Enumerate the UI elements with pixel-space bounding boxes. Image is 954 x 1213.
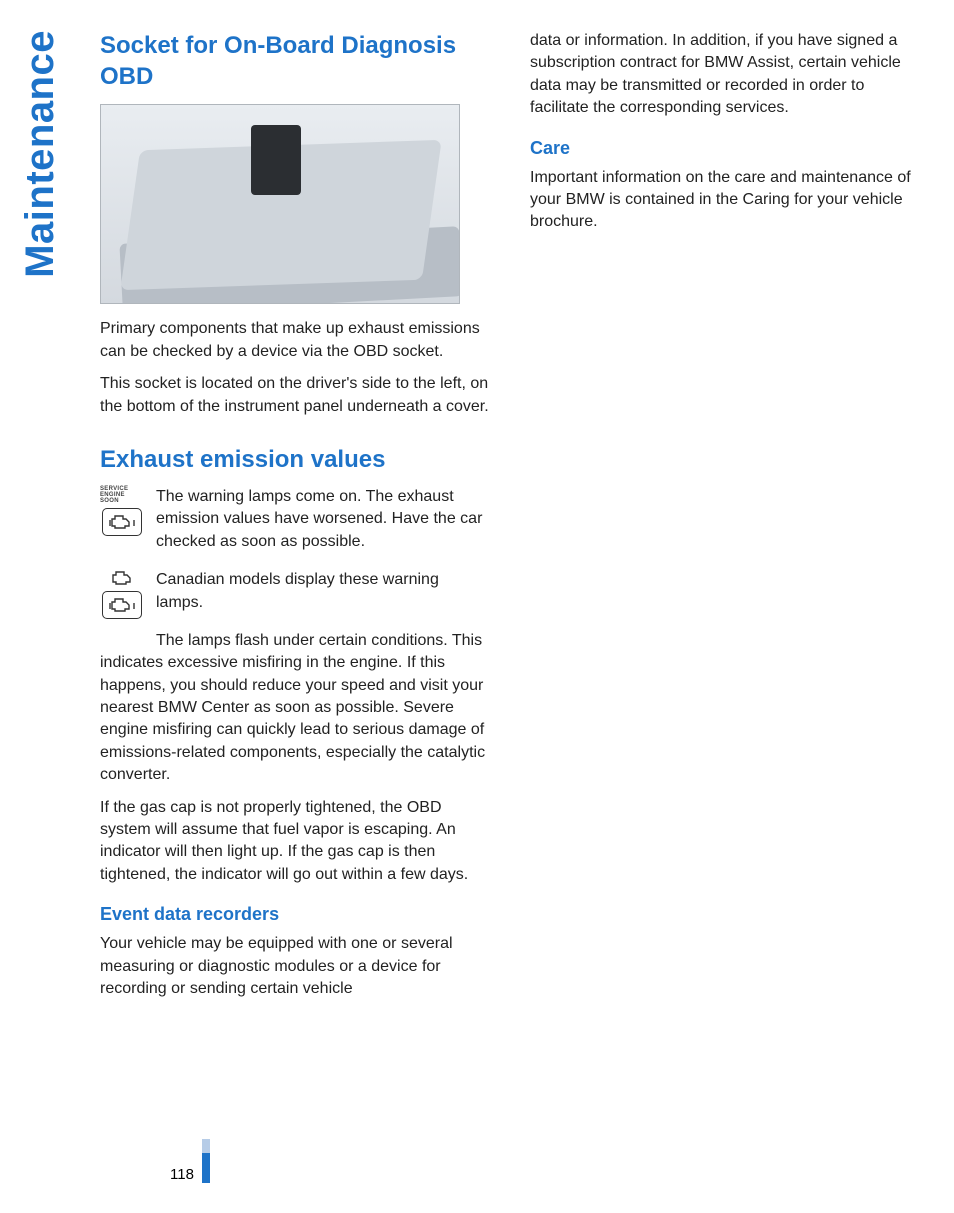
exhaust-paragraph-3: The lamps flash under certain condi­tion… <box>100 630 490 787</box>
warning-icons-canada <box>100 569 144 619</box>
obd-paragraph-1: Primary components that make up exhaust … <box>100 318 490 363</box>
service-engine-soon-label: SERVICE ENGINE SOON <box>100 486 144 504</box>
engine-icon-boxed-2 <box>102 591 142 619</box>
heading-exhaust: Exhaust emission values <box>100 446 490 474</box>
right-paragraph-1: data or information. In addition, if you… <box>530 30 920 120</box>
page-number: 118 <box>170 1166 194 1183</box>
exhaust-paragraph-4: If the gas cap is not properly tightened… <box>100 797 490 887</box>
heading-obd: Socket for On-Board Diagnosis OBD <box>100 30 490 92</box>
footer-bar-decoration <box>202 1139 210 1183</box>
warning-text-1: The warning lamps come on. The exhaust e… <box>156 486 490 553</box>
side-tab-maintenance: Maintenance <box>18 30 63 278</box>
warning-icons-us: SERVICE ENGINE SOON <box>100 486 144 536</box>
page-footer: 118 <box>170 1139 210 1183</box>
obd-paragraph-2: This socket is located on the driver's s… <box>100 373 490 418</box>
left-column: Socket for On-Board Diagnosis OBD MOBILI… <box>100 30 490 1010</box>
heading-care: Care <box>530 138 920 159</box>
care-paragraph: Important information on the care and ma… <box>530 167 920 234</box>
event-recorders-paragraph: Your vehicle may be equipped with one or… <box>100 933 490 1000</box>
page-content: Socket for On-Board Diagnosis OBD MOBILI… <box>100 30 924 1010</box>
obd-figure: MOBILITY <box>100 104 460 304</box>
heading-event-recorders: Event data recorders <box>100 904 490 925</box>
engine-icon-small <box>108 569 136 587</box>
warning-text-2: Canadian models display these warn­ing l… <box>156 569 490 614</box>
warning-row-2: Canadian models display these warn­ing l… <box>100 569 490 624</box>
warning-row-1: SERVICE ENGINE SOON The warning lamps co… <box>100 486 490 563</box>
right-column: data or information. In addition, if you… <box>530 30 920 1010</box>
engine-icon-boxed <box>102 508 142 536</box>
